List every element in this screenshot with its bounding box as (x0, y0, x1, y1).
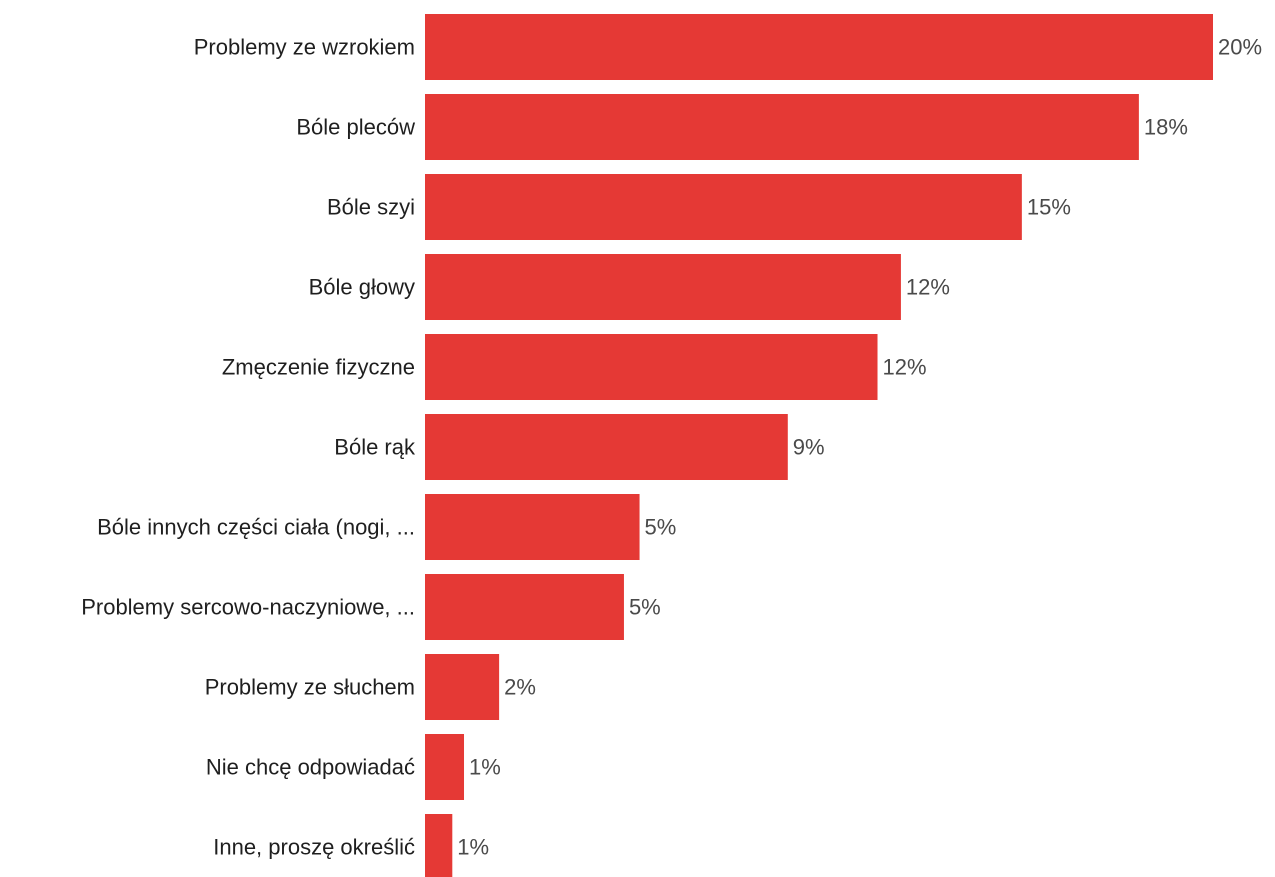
bar (425, 574, 624, 640)
category-label: Nie chcę odpowiadać (206, 755, 415, 780)
value-label: 20% (1218, 35, 1262, 60)
value-label: 15% (1027, 195, 1071, 220)
category-label: Bóle szyi (327, 195, 415, 220)
category-label: Bóle innych części ciała (nogi, ... (97, 515, 415, 540)
category-label: Inne, proszę określić (213, 835, 415, 860)
bar (425, 414, 788, 480)
category-label: Problemy sercowo-naczyniowe, ... (81, 595, 415, 620)
value-label: 5% (645, 515, 677, 540)
value-label: 5% (629, 595, 661, 620)
category-label: Bóle rąk (334, 435, 416, 460)
bar (425, 14, 1213, 80)
value-label: 9% (793, 435, 825, 460)
bar (425, 254, 901, 320)
value-label: 12% (906, 275, 950, 300)
category-label: Bóle głowy (309, 275, 415, 300)
category-label: Bóle pleców (296, 115, 415, 140)
value-label: 18% (1144, 115, 1188, 140)
bar (425, 334, 878, 400)
value-label: 12% (883, 355, 927, 380)
value-labels: 20% 18% 15% 12% 12% 9% 5% 5% 2% 1% 1% (457, 35, 1262, 860)
category-label: Problemy ze wzrokiem (194, 35, 415, 60)
bar (425, 494, 640, 560)
category-label: Zmęczenie fizyczne (222, 355, 415, 380)
bar (425, 734, 465, 800)
bar (425, 94, 1139, 160)
bar (425, 654, 500, 720)
category-labels: Problemy ze wzrokiem Bóle pleców Bóle szyi… (81, 35, 416, 860)
value-label: 1% (457, 835, 489, 860)
value-label: 2% (504, 675, 536, 700)
bar (425, 174, 1022, 240)
bar (425, 814, 453, 877)
value-label: 1% (469, 755, 501, 780)
category-label: Problemy ze słuchem (205, 675, 415, 700)
bars-group (425, 14, 1213, 877)
